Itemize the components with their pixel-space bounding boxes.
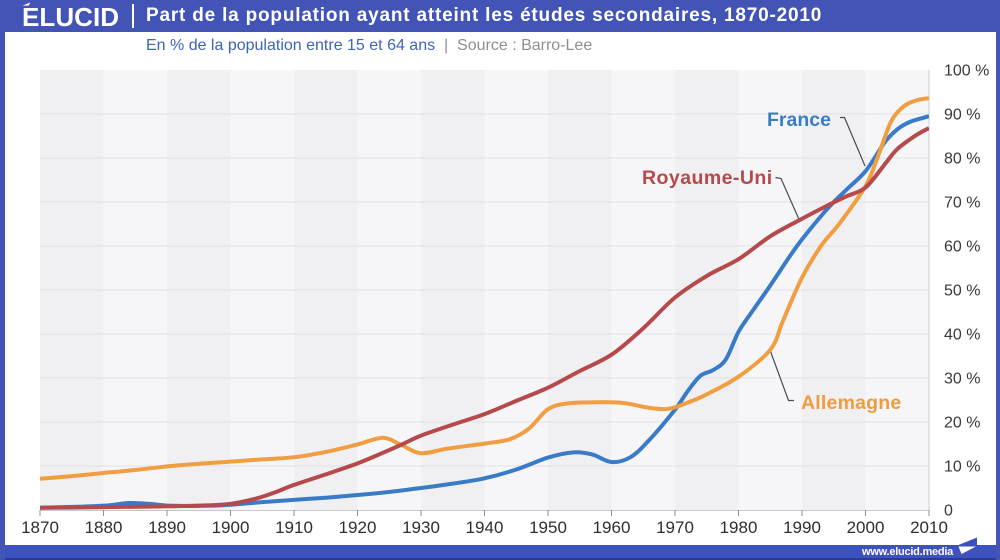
svg-text:80 %: 80 % bbox=[944, 151, 980, 168]
svg-text:50 %: 50 % bbox=[944, 283, 980, 300]
svg-text:1910: 1910 bbox=[275, 518, 313, 537]
svg-text:1940: 1940 bbox=[466, 518, 504, 537]
svg-text:0: 0 bbox=[944, 503, 953, 520]
svg-text:20 %: 20 % bbox=[944, 415, 980, 432]
svg-text:10 %: 10 % bbox=[944, 459, 980, 476]
svg-text:1870: 1870 bbox=[21, 518, 59, 537]
svg-text:1900: 1900 bbox=[212, 518, 250, 537]
svg-text:70 %: 70 % bbox=[944, 195, 980, 212]
svg-text:90 %: 90 % bbox=[944, 107, 980, 124]
svg-text:1950: 1950 bbox=[529, 518, 567, 537]
svg-text:1880: 1880 bbox=[85, 518, 123, 537]
svg-text:1990: 1990 bbox=[783, 518, 821, 537]
svg-text:30 %: 30 % bbox=[944, 371, 980, 388]
svg-text:1920: 1920 bbox=[339, 518, 377, 537]
svg-text:1980: 1980 bbox=[720, 518, 758, 537]
svg-text:60 %: 60 % bbox=[944, 239, 980, 256]
svg-text:40 %: 40 % bbox=[944, 327, 980, 344]
svg-text:1960: 1960 bbox=[593, 518, 631, 537]
svg-text:1890: 1890 bbox=[148, 518, 186, 537]
svg-text:2000: 2000 bbox=[847, 518, 885, 537]
svg-text:2010: 2010 bbox=[910, 518, 948, 537]
svg-text:1930: 1930 bbox=[402, 518, 440, 537]
svg-text:1970: 1970 bbox=[656, 518, 694, 537]
svg-text:100 %: 100 % bbox=[944, 63, 989, 80]
